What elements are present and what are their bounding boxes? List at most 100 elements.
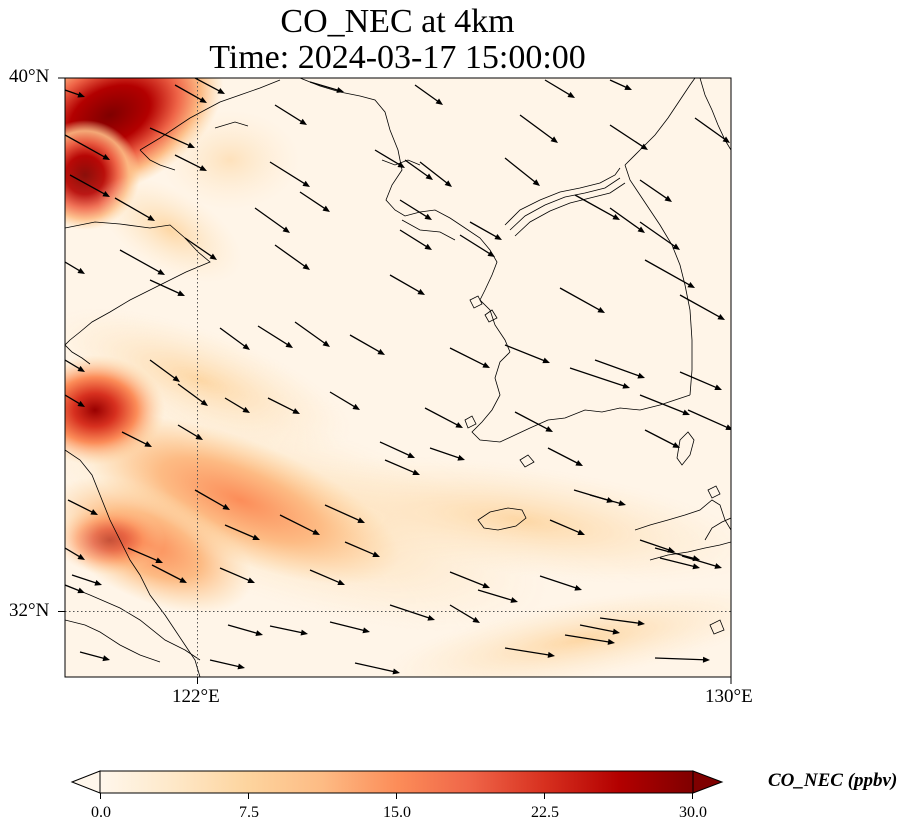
wind-arrow	[639, 221, 678, 249]
wind-arrow	[344, 541, 378, 557]
wind-arrow-head	[94, 579, 102, 586]
wind-arrow	[184, 237, 215, 259]
wind-arrow-head	[195, 433, 203, 440]
wind-arrow-head	[722, 136, 730, 143]
wind-arrow-head	[357, 517, 365, 523]
wind-arrow	[389, 604, 433, 620]
wind-arrow-head	[144, 441, 152, 447]
wind-arrow	[654, 657, 708, 661]
wind-arrow-head	[336, 87, 344, 93]
wind-arrow-head	[640, 143, 648, 150]
wind-arrow	[424, 407, 461, 428]
wind-arrow	[654, 547, 698, 560]
wind-arrow	[254, 207, 288, 232]
wind-arrow	[174, 84, 205, 103]
wind-arrow	[504, 157, 539, 185]
wind-arrow	[379, 441, 413, 458]
wind-arrow-head	[300, 629, 308, 636]
wind-arrow-head	[575, 460, 583, 466]
wind-arrow-head	[237, 663, 245, 670]
wind-arrow	[544, 79, 573, 98]
wind-arrow-head	[177, 290, 185, 296]
wind-arrow	[449, 347, 488, 368]
wind-arrow-head	[285, 341, 293, 348]
wind-arrow	[127, 547, 161, 563]
wind-arrow-head	[90, 509, 98, 515]
lat-tick-32n: 32°N	[9, 600, 50, 621]
wind-arrow-head	[547, 651, 555, 658]
wind-arrow	[69, 174, 108, 197]
wind-arrow-head	[299, 118, 307, 125]
wind-arrow-head	[637, 226, 645, 233]
wind-arrow-head	[242, 406, 250, 413]
wind-arrow-head	[482, 362, 490, 368]
wind-arrow	[329, 621, 368, 632]
wind-arrow	[227, 624, 261, 635]
wind-arrow-head	[545, 426, 553, 432]
lon-tick-130e: 130°E	[705, 686, 753, 707]
wind-arrow	[609, 124, 646, 149]
wind-arrow-head	[542, 357, 550, 364]
colorbar-extend-max	[692, 770, 724, 794]
wind-arrow-head	[574, 584, 582, 591]
wind-arrow-head	[172, 375, 180, 382]
wind-arrow	[224, 397, 248, 413]
wind-arrow	[549, 519, 583, 535]
wind-arrow-head	[322, 340, 330, 347]
wind-arrow	[687, 409, 731, 430]
wind-arrow	[644, 259, 693, 288]
wind-arrow-head	[199, 96, 207, 103]
wind-arrow-head	[407, 452, 415, 458]
wind-arrow-head	[292, 408, 300, 414]
wind-arrow-head	[302, 263, 310, 270]
wind-arrow-head	[435, 98, 443, 105]
wind-arrow	[269, 161, 308, 186]
wind-arrow-head	[312, 529, 320, 535]
wind-arrow-head	[424, 213, 432, 220]
wind-arrow-head	[217, 88, 225, 94]
wind-arrow-head	[424, 243, 432, 250]
wind-arrow	[354, 662, 398, 673]
wind-arrow	[569, 367, 628, 388]
wind-arrow-head	[510, 597, 518, 603]
wind-arrow-head	[417, 288, 425, 295]
wind-arrow-head	[209, 253, 217, 260]
wind-arrow	[504, 647, 553, 657]
wind-arrow-head	[147, 214, 155, 221]
wind-arrow-head	[637, 372, 645, 379]
wind-arrow-head	[577, 529, 585, 535]
wind-arrow-head	[102, 153, 110, 160]
wind-arrow	[564, 634, 613, 644]
wind-arrow	[639, 539, 673, 552]
wind-arrow-head	[664, 195, 672, 202]
wind-arrow-head	[682, 409, 690, 416]
wind-arrow-head	[200, 399, 208, 406]
wind-arrow	[279, 514, 318, 535]
wind-arrow-head	[612, 628, 620, 635]
map-frame	[64, 77, 732, 678]
wind-arrow-head	[444, 180, 452, 187]
wind-arrow-head	[77, 365, 85, 372]
wind-arrow	[299, 191, 328, 211]
wind-arrow	[559, 287, 603, 313]
wind-arrow-head	[427, 614, 435, 621]
wind-arrow	[477, 589, 516, 602]
wind-arrow	[274, 244, 308, 269]
wind-arrow	[681, 555, 720, 568]
wind-arrow	[257, 325, 291, 347]
wind-arrow-head	[672, 442, 680, 448]
wind-arrow	[121, 431, 150, 447]
wind-arrow-head	[637, 620, 645, 627]
wind-arrow	[504, 344, 548, 363]
wind-arrow-head	[155, 557, 163, 563]
wind-arrow-head	[455, 422, 463, 428]
wind-arrow-head	[392, 668, 400, 675]
wind-arrow-head	[607, 638, 615, 645]
wind-arrow	[594, 359, 643, 378]
wind-arrow	[644, 429, 678, 448]
wind-arrow-head	[302, 180, 310, 187]
wind-arrow	[469, 221, 500, 240]
wind-arrow	[194, 489, 228, 510]
map-title: CO_NEC at 4km	[280, 3, 515, 40]
